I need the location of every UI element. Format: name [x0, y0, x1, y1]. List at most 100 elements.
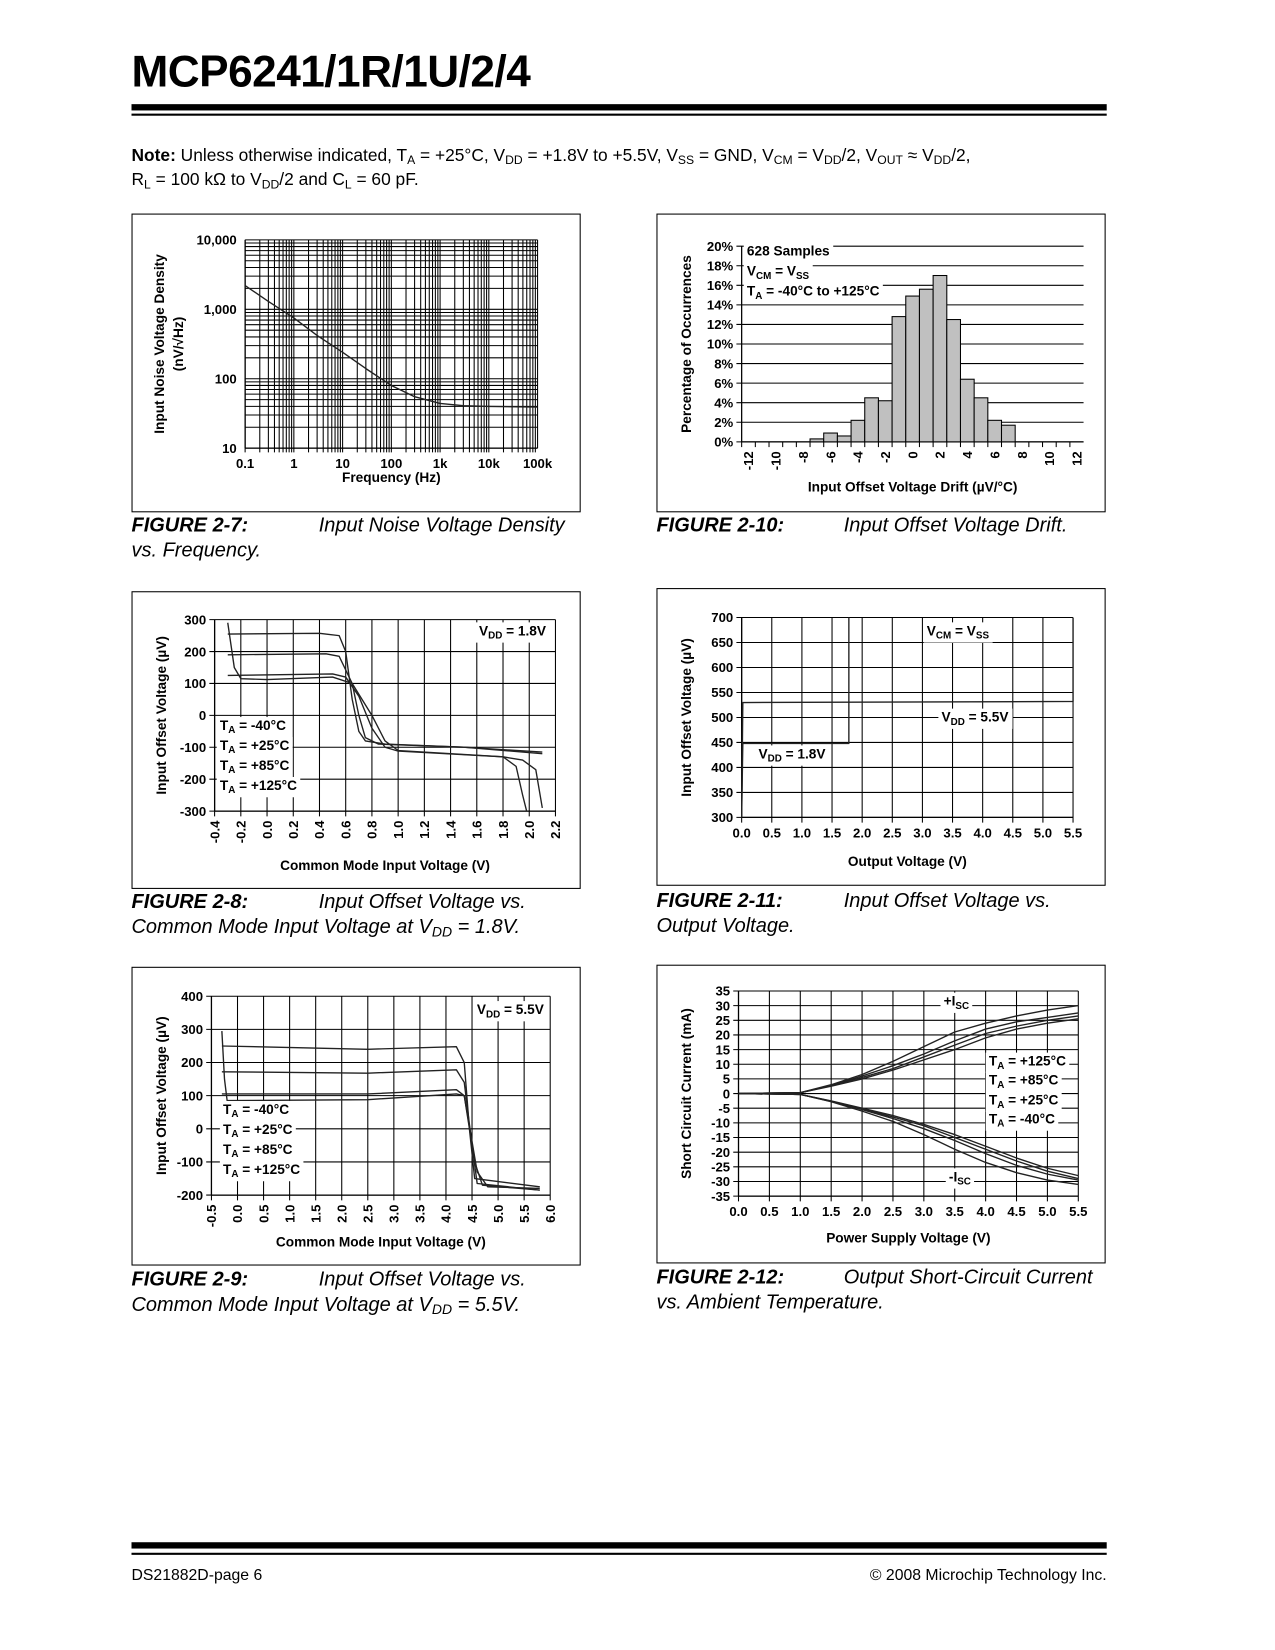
page-title: MCP6241/1R/1U/2/4	[131, 46, 531, 96]
x-tick-label: 2.5	[883, 825, 901, 840]
x-tick-label: -0.4	[207, 820, 222, 843]
text-segment: A	[231, 1169, 238, 1180]
x-tick-label: -0.2	[234, 821, 249, 844]
text-segment: CM	[936, 631, 951, 642]
text-segment: = 5.5V	[500, 1002, 545, 1017]
x-tick-label: 0.0	[230, 1205, 245, 1223]
text-segment: T	[223, 1142, 232, 1157]
text-segment: = -40°C	[235, 718, 286, 733]
x-tick-label: 1.2	[417, 821, 432, 839]
text-segment: V	[479, 623, 489, 638]
x-tick-label: 100	[380, 456, 402, 471]
text-segment: SC	[957, 1177, 971, 1188]
chart-svg: 10 100 1,000 10,000 0.1 1 10 100 1k 10k 100k Freque…	[152, 233, 553, 485]
figure-caption-2-9: FIGURE 2-9: Input Offset Voltage vs. Commo…	[132, 1268, 595, 1318]
chart-svg: 0% 2% 4% 6% 8% 10% 12% 14% 16% 18% 20% -12 -10 -8 -6 -4…	[679, 239, 1084, 494]
x-tick-label: 3.5	[413, 1205, 428, 1223]
x-tick-label: 12	[1069, 451, 1084, 466]
annotation-background	[219, 1121, 296, 1142]
footer-rule-thick	[131, 1542, 1107, 1549]
histogram-bar	[946, 319, 962, 443]
x-tick-label: 1.0	[793, 825, 811, 840]
chart-annotation: TA = +125°C	[220, 778, 297, 796]
y-tick-label: 4%	[714, 395, 733, 410]
x-tick-label: 2.0	[853, 825, 871, 840]
text-segment: V	[927, 623, 937, 638]
text-segment: -I	[949, 1169, 957, 1184]
x-tick-label: 2.0	[522, 821, 537, 839]
x-tick-label: 2	[933, 451, 948, 458]
y-tick-label: 8%	[714, 356, 733, 371]
chart-annotation: VDD = 1.8V	[758, 746, 826, 764]
x-tick-label: 1.4	[443, 820, 458, 839]
text-segment: T	[220, 738, 229, 753]
x-tick-label: 5.0	[491, 1205, 506, 1223]
text-segment: DD	[486, 1009, 500, 1020]
figure-number: FIGURE 2-12:	[656, 1266, 785, 1289]
y-tick-label: 0	[723, 1086, 730, 1101]
y-tick-label: -5	[718, 1101, 730, 1116]
y-tick-label: 100	[181, 1088, 203, 1103]
text-segment: A	[231, 1109, 238, 1120]
x-tick-label: 3.0	[913, 825, 931, 840]
x-tick-label: 6	[987, 451, 1002, 458]
text-segment: T	[223, 1102, 232, 1117]
header-rule-thin	[131, 113, 1107, 116]
series-line	[244, 284, 538, 408]
chart-annotation: VDD = 5.5V	[942, 710, 1010, 728]
text-segment: = +85°C	[235, 758, 289, 773]
x-tick-label: 1k	[433, 456, 448, 471]
x-tick-label: 1.5	[308, 1205, 323, 1223]
y-tick-label: 700	[711, 610, 733, 625]
chart-noise-density: 10 100 1,000 10,000 0.1 1 10 100 1k 10k 100k Freque…	[131, 213, 581, 513]
y-tick-label: 100	[184, 676, 206, 691]
x-tick-label: 4.0	[976, 1204, 994, 1219]
y-tick-label: -30	[711, 1174, 730, 1189]
annotation-background	[985, 1052, 1070, 1073]
y-tick-label: -100	[177, 1155, 203, 1170]
x-tick-label: 3.0	[915, 1204, 933, 1219]
x-tick-label: 8	[1015, 451, 1030, 458]
y-tick-label: 20%	[707, 239, 734, 254]
y-axis-label: Input Offset Voltage (µV)	[679, 638, 694, 797]
x-tick-label: 5.5	[1064, 825, 1082, 840]
figure-number: FIGURE 2-8:	[131, 891, 249, 914]
x-tick-label: 1	[290, 456, 297, 471]
annotation-background	[473, 1001, 548, 1022]
x-axis-label: Output Voltage (V)	[848, 854, 967, 869]
y-tick-label: 5	[723, 1072, 730, 1087]
annotation-background	[923, 622, 993, 643]
y-tick-label: 550	[711, 685, 733, 700]
figure-caption-text: Input Offset Voltage vs. Common Mode Inpu…	[131, 1268, 526, 1318]
x-tick-label: -4	[851, 451, 866, 463]
x-tick-label: 0	[905, 451, 920, 458]
y-tick-label: 10%	[707, 337, 734, 352]
y-tick-label: 200	[184, 644, 206, 659]
x-tick-label: -0.5	[204, 1205, 219, 1228]
y-tick-label: -25	[711, 1160, 730, 1175]
x-tick-label: 4.0	[974, 825, 992, 840]
figure-caption-text: Input Offset Voltage vs. Output Voltage.	[656, 889, 1051, 938]
series-line	[227, 673, 543, 809]
x-tick-label: 0.2	[286, 821, 301, 839]
x-tick-label: 3.5	[946, 1204, 964, 1219]
chart-short-circuit-current: -35 -30 -25 -20 -15 -10 -5 0 5 10 15 20 25 30 35 0.0 0.5…	[656, 964, 1106, 1264]
figure-caption-2-8: FIGURE 2-8: Input Offset Voltage vs. Commo…	[132, 890, 595, 940]
annotation-background	[985, 1091, 1062, 1112]
figure-caption-text: Output Short-Circuit Current vs. Ambient …	[656, 1266, 1093, 1314]
figure-caption-2-11: FIGURE 2-11: Input Offset Voltage vs. Outp…	[656, 889, 1119, 939]
y-tick-label: 15	[715, 1042, 730, 1057]
chart-annotation: TA = -40°C	[989, 1112, 1055, 1130]
x-tick-label: -6	[823, 451, 838, 463]
figure-caption-2-12: FIGURE 2-12: Output Short-Circuit Current…	[656, 1266, 1119, 1316]
text-segment: T	[220, 778, 229, 793]
y-tick-label: 0	[196, 1122, 203, 1137]
y-tick-label: 0	[199, 708, 206, 723]
x-tick-label: 1.5	[823, 825, 841, 840]
series-line	[738, 1092, 1079, 1186]
y-axis-label: Percentage of Occurrences	[679, 255, 694, 433]
annotation-background	[216, 717, 290, 738]
y-axis-label: Input Offset Voltage (µV)	[154, 1016, 169, 1175]
text-segment: = V	[771, 264, 797, 279]
chart-annotation: VDD = 5.5V	[477, 1002, 545, 1020]
